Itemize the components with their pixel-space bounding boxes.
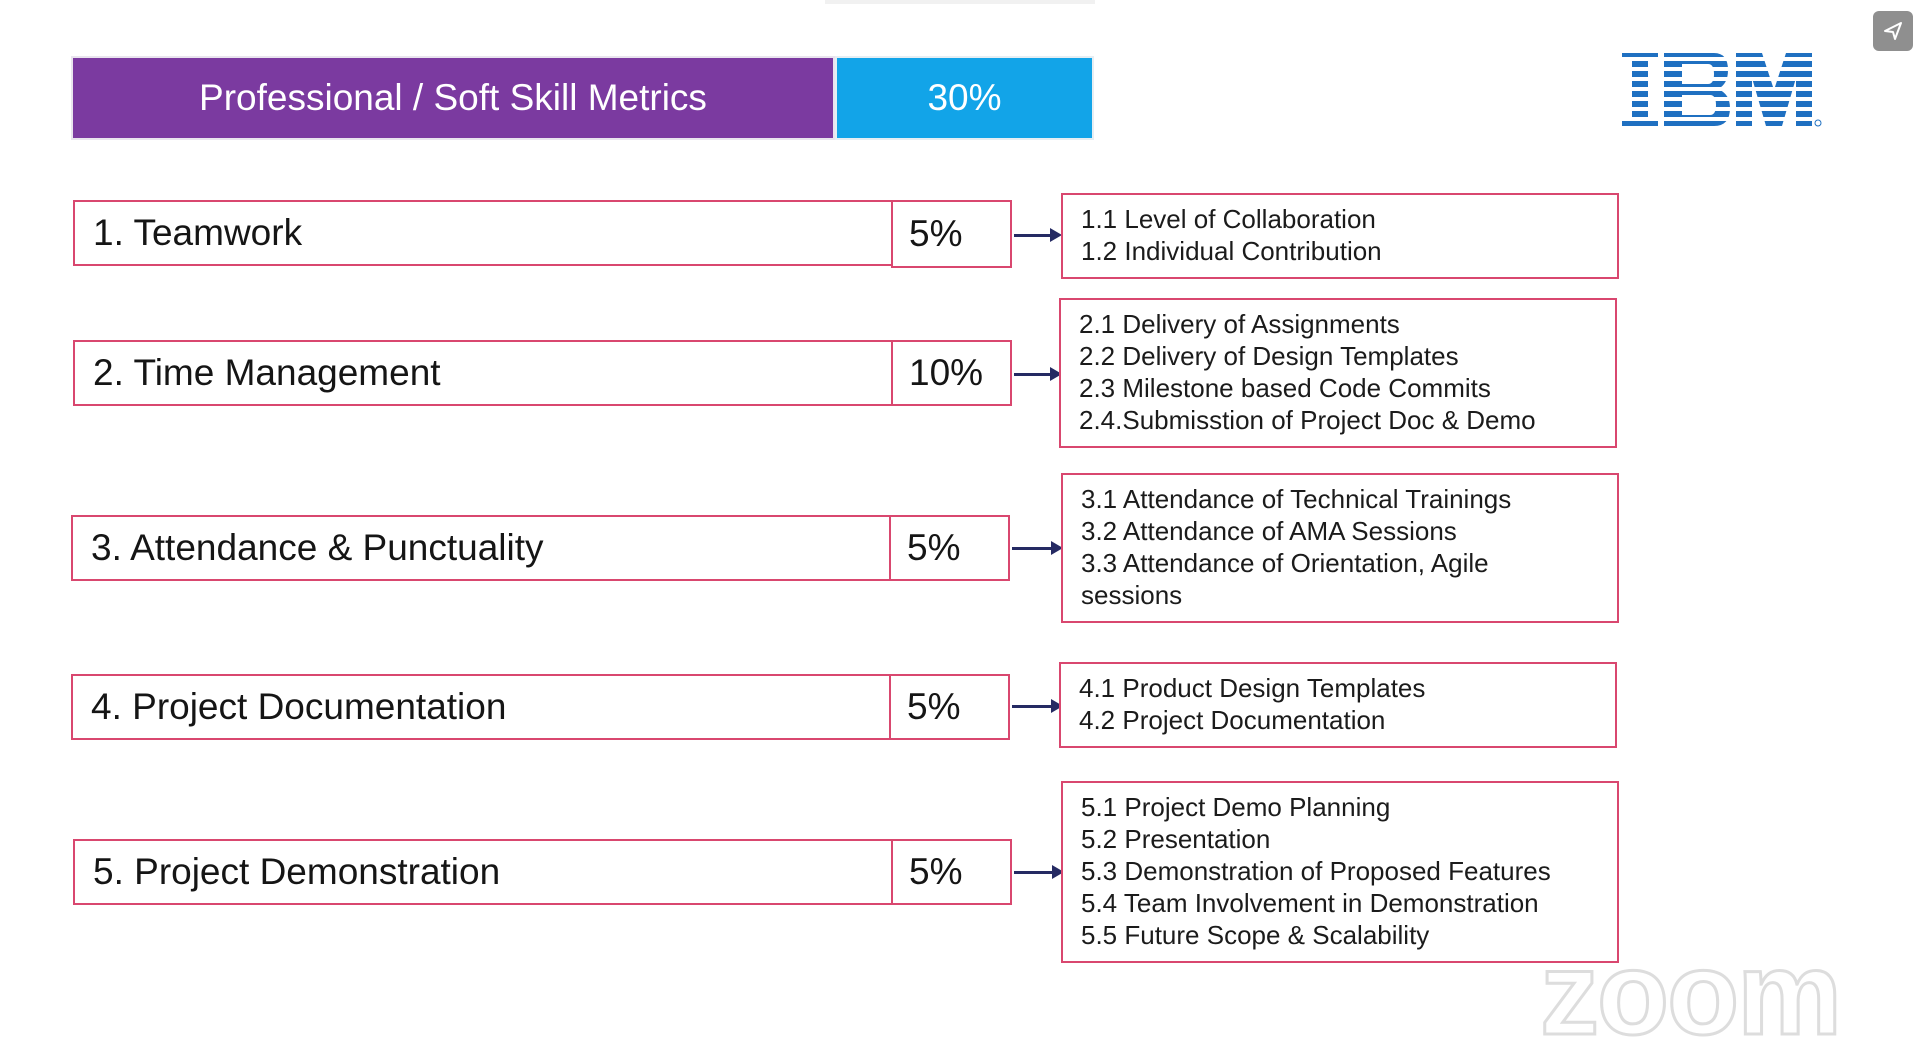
metric-label-attendance-punctuality: 3. Attendance & Punctuality [71, 515, 893, 581]
arrow-icon [1014, 367, 1062, 381]
metric-percent-project-demonstration: 5% [891, 839, 1012, 905]
detail-item: 5.5 Future Scope & Scalability [1081, 920, 1430, 950]
share-button[interactable] [1873, 11, 1913, 51]
metric-percent-teamwork: 5% [891, 200, 1012, 268]
metric-label-teamwork: 1. Teamwork [73, 200, 893, 266]
metric-details-time-management: 2.1 Delivery of Assignments 2.2 Delivery… [1059, 298, 1617, 448]
detail-item: 2.2 Delivery of Design Templates [1079, 341, 1459, 371]
section-percent-banner: 30% [837, 58, 1092, 138]
detail-item: 4.1 Product Design Templates [1079, 673, 1426, 703]
metric-details-project-demonstration: 5.1 Project Demo Planning 5.2 Presentati… [1061, 781, 1619, 963]
detail-item: 4.2 Project Documentation [1079, 705, 1386, 735]
metric-percent-attendance-punctuality: 5% [889, 515, 1010, 581]
metric-label-time-management: 2. Time Management [73, 340, 893, 406]
metric-label-project-demonstration: 5. Project Demonstration [73, 839, 893, 905]
detail-item: 1.2 Individual Contribution [1081, 236, 1382, 266]
section-title-banner: Professional / Soft Skill Metrics [73, 58, 833, 138]
detail-item: 5.1 Project Demo Planning [1081, 792, 1391, 822]
detail-item: 2.1 Delivery of Assignments [1079, 309, 1400, 339]
arrow-icon [1012, 699, 1063, 713]
detail-item: 5.2 Presentation [1081, 824, 1271, 854]
metric-details-project-documentation: 4.1 Product Design Templates 4.2 Project… [1059, 662, 1617, 748]
top-edge-bar [825, 0, 1095, 4]
metric-label-project-documentation: 4. Project Documentation [71, 674, 893, 740]
arrow-icon [1014, 228, 1062, 242]
zoom-watermark: zoom [1538, 928, 1843, 1060]
detail-item: 3.1 Attendance of Technical Trainings [1081, 484, 1512, 514]
detail-item: sessions [1081, 580, 1183, 610]
detail-item: 3.2 Attendance of AMA Sessions [1081, 516, 1457, 546]
metric-details-attendance-punctuality: 3.1 Attendance of Technical Trainings 3.… [1061, 473, 1619, 623]
arrow-icon [1012, 541, 1063, 555]
metric-percent-time-management: 10% [891, 340, 1012, 406]
detail-item: 3.3 Attendance of Orientation, Agile [1081, 548, 1489, 578]
detail-item: 1.1 Level of Collaboration [1081, 204, 1376, 234]
ibm-logo [1622, 53, 1822, 127]
detail-item: 2.4.Submisstion of Project Doc & Demo [1079, 405, 1536, 435]
share-arrow-icon [1884, 22, 1902, 40]
metric-details-teamwork: 1.1 Level of Collaboration 1.2 Individua… [1061, 193, 1619, 279]
detail-item: 2.3 Milestone based Code Commits [1079, 373, 1491, 403]
detail-item: 5.4 Team Involvement in Demonstration [1081, 888, 1539, 918]
arrow-icon [1014, 865, 1064, 879]
metric-percent-project-documentation: 5% [889, 674, 1010, 740]
detail-item: 5.3 Demonstration of Proposed Features [1081, 856, 1551, 886]
